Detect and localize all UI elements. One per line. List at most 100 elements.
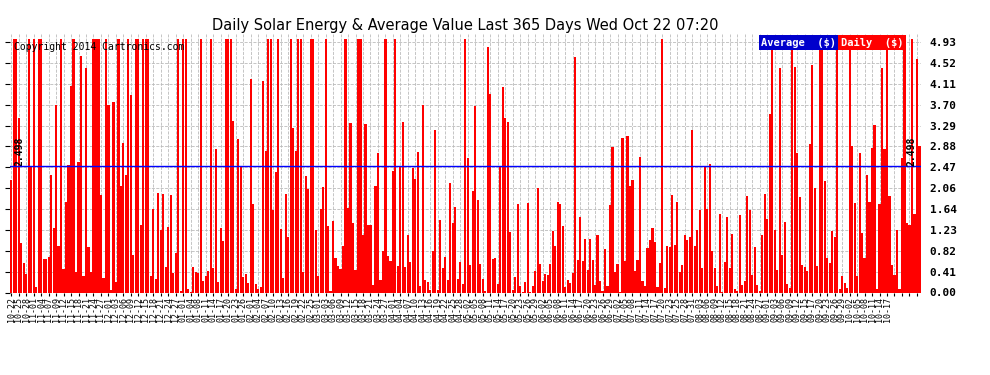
Bar — [177, 39, 179, 292]
Bar — [335, 258, 337, 292]
Bar — [617, 264, 619, 292]
Bar — [85, 68, 87, 292]
Bar — [456, 279, 459, 292]
Bar — [289, 39, 292, 292]
Bar — [185, 39, 187, 292]
Bar — [215, 148, 217, 292]
Bar — [279, 229, 282, 292]
Bar — [277, 39, 279, 292]
Bar — [195, 272, 197, 292]
Bar — [397, 266, 399, 292]
Bar — [154, 279, 157, 292]
Bar — [38, 39, 40, 292]
Bar — [911, 39, 913, 292]
Bar — [609, 205, 611, 292]
Bar — [614, 272, 616, 292]
Bar — [337, 266, 340, 292]
Bar — [264, 151, 266, 292]
Bar — [145, 39, 147, 292]
Bar — [556, 202, 558, 292]
Bar — [217, 282, 220, 292]
Bar — [442, 268, 444, 292]
Bar — [789, 288, 791, 292]
Bar — [886, 39, 888, 292]
Bar — [586, 270, 589, 292]
Bar — [18, 118, 20, 292]
Bar — [200, 39, 202, 292]
Bar — [451, 223, 453, 292]
Bar — [839, 290, 841, 292]
Bar — [138, 39, 140, 292]
Bar — [420, 286, 422, 292]
Bar — [742, 285, 743, 292]
Bar — [357, 39, 359, 292]
Bar — [881, 68, 883, 292]
Bar — [432, 252, 434, 292]
Bar — [517, 204, 519, 292]
Bar — [192, 267, 194, 292]
Bar — [367, 225, 369, 292]
Bar — [576, 260, 578, 292]
Bar — [701, 267, 704, 292]
Bar — [497, 284, 499, 292]
Bar — [599, 280, 601, 292]
Bar — [369, 225, 371, 292]
Bar — [205, 276, 207, 292]
Bar — [167, 227, 169, 292]
Bar — [748, 210, 750, 292]
Bar — [120, 186, 122, 292]
Bar — [220, 228, 222, 292]
Bar — [602, 291, 604, 292]
Bar — [878, 204, 880, 292]
Bar — [207, 271, 209, 292]
Bar — [639, 157, 642, 292]
Bar — [312, 39, 314, 292]
Bar — [876, 288, 878, 292]
Bar — [107, 105, 110, 292]
Bar — [674, 245, 676, 292]
Bar — [257, 289, 259, 292]
Bar — [709, 164, 711, 292]
Bar — [162, 194, 164, 292]
Bar — [743, 281, 745, 292]
Bar — [67, 165, 69, 292]
Bar — [727, 217, 729, 292]
Bar — [853, 203, 855, 292]
Bar — [482, 279, 484, 292]
Bar — [325, 39, 327, 292]
Bar — [412, 168, 414, 292]
Bar — [399, 167, 402, 292]
Bar — [437, 290, 439, 292]
Bar — [891, 265, 893, 292]
Bar — [794, 67, 796, 292]
Bar — [846, 288, 848, 292]
Bar — [149, 276, 151, 292]
Bar — [571, 273, 573, 292]
Bar — [756, 285, 758, 292]
Bar — [133, 255, 135, 292]
Bar — [461, 284, 464, 292]
Bar — [197, 273, 199, 292]
Bar — [904, 39, 906, 292]
Bar — [387, 256, 389, 292]
Bar — [240, 167, 242, 292]
Bar — [125, 175, 127, 292]
Text: 2.498: 2.498 — [15, 136, 25, 166]
Bar — [164, 267, 167, 292]
Bar — [25, 274, 27, 292]
Bar — [128, 39, 130, 292]
Bar — [123, 143, 125, 292]
Bar — [330, 291, 332, 292]
Bar — [55, 105, 57, 292]
Bar — [409, 262, 412, 292]
Bar — [272, 210, 274, 292]
Bar — [345, 39, 346, 292]
Bar — [581, 261, 584, 292]
Bar — [866, 176, 868, 292]
Bar — [899, 289, 901, 292]
Bar — [831, 231, 834, 292]
Bar — [776, 270, 778, 292]
Bar — [302, 272, 304, 292]
Bar — [284, 194, 287, 292]
Bar — [262, 81, 264, 292]
